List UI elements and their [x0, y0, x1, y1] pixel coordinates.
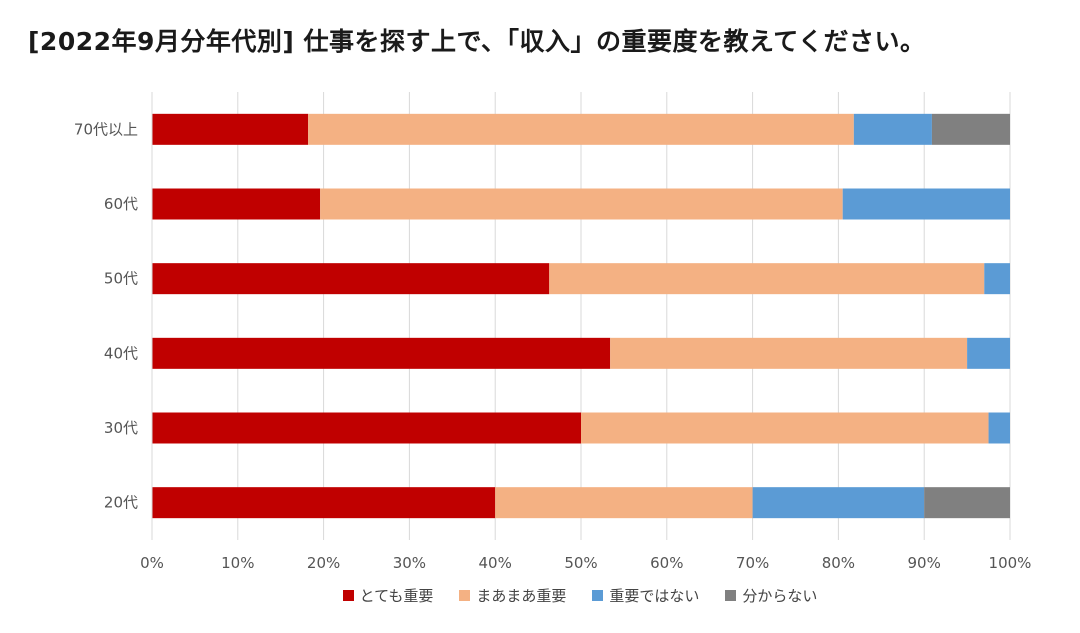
legend-label: 重要ではない	[609, 587, 700, 605]
bar-segment	[495, 487, 753, 519]
y-tick-label: 20代	[104, 494, 138, 512]
y-tick-label: 30代	[104, 419, 138, 437]
y-tick-label: 40代	[104, 344, 138, 362]
y-tick-label: 70代以上	[74, 120, 138, 138]
bar-segment	[853, 113, 932, 145]
bar-segment	[308, 113, 854, 145]
bar-segment	[984, 263, 1010, 295]
legend-label: とても重要	[359, 587, 434, 605]
bar-segment	[152, 113, 309, 145]
legend-swatch	[342, 590, 354, 601]
bar-segment	[924, 487, 1010, 519]
x-tick-label: 0%	[140, 554, 164, 572]
bar-segment	[610, 337, 968, 369]
y-tick-label: 60代	[104, 195, 138, 213]
legend-item: 分からない	[725, 585, 817, 606]
x-tick-label: 60%	[650, 554, 683, 572]
bar-segment	[581, 412, 989, 444]
legend-swatch	[725, 590, 737, 601]
chart-title: [2022年9月分年代別] 仕事を探す上で、「収入」の重要度を教えてください。	[28, 27, 926, 56]
legend-swatch	[592, 590, 604, 601]
bar-segment	[752, 487, 925, 519]
x-tick-label: 40%	[479, 554, 512, 572]
x-tick-label: 70%	[736, 554, 769, 572]
x-tick-label: 100%	[989, 554, 1032, 572]
legend-item: 重要ではない	[592, 585, 699, 606]
x-tick-label: 10%	[221, 554, 254, 572]
bar-segment	[549, 263, 985, 295]
x-tick-label: 20%	[307, 554, 340, 572]
legend-label: まあまあ重要	[476, 587, 567, 605]
bar-segment	[320, 188, 843, 220]
x-tick-label: 30%	[393, 554, 426, 572]
bar-segment	[931, 113, 1010, 145]
legend-swatch	[459, 590, 471, 601]
bar-segment	[988, 412, 1010, 444]
bar-segment	[152, 188, 321, 220]
x-tick-label: 80%	[822, 554, 855, 572]
bar-segment	[152, 487, 496, 519]
bar-segment	[152, 412, 581, 444]
legend-item: まあまあ重要	[459, 585, 566, 606]
x-tick-label: 50%	[564, 554, 597, 572]
y-tick-label: 50代	[104, 270, 138, 288]
legend-label: 分からない	[742, 587, 818, 605]
legend: とても重要 まあまあ重要 重要ではない 分からない	[0, 585, 1080, 606]
bar-segment	[967, 337, 1010, 369]
bar-segment	[842, 188, 1010, 220]
bar-segment	[152, 337, 611, 369]
legend-item: とても重要	[342, 585, 434, 606]
bar-segment	[152, 263, 550, 295]
x-tick-label: 90%	[908, 554, 941, 572]
